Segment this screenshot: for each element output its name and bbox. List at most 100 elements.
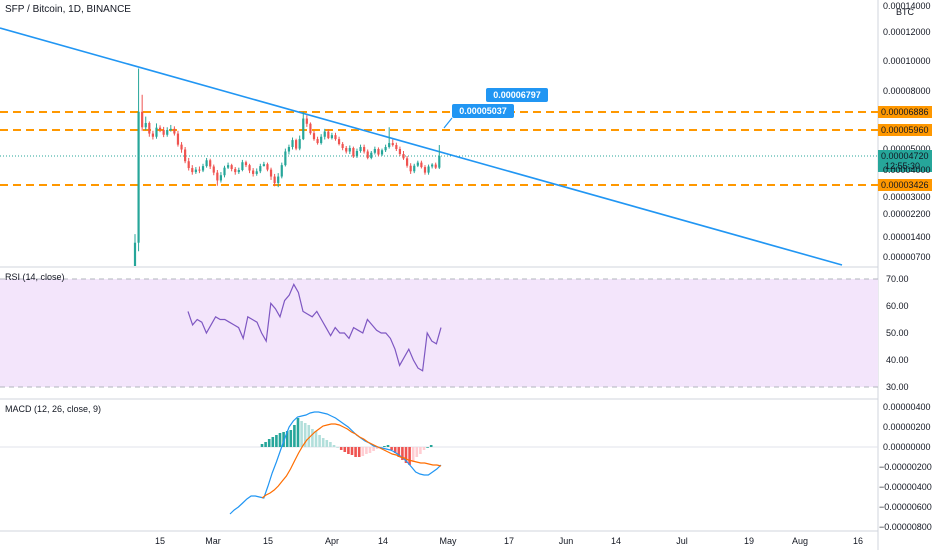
rsi-tick-label: 40.00 [886, 355, 909, 365]
chart-title: SFP / Bitcoin, 1D, BINANCE [5, 4, 131, 15]
candle [337, 139, 341, 145]
macd-tick-label: 0.00000400 [883, 402, 931, 412]
price-tick-label: 0.00004000 [883, 165, 931, 175]
price-tick-label: 0.00008000 [883, 86, 931, 96]
candle [302, 118, 305, 140]
candle [176, 133, 180, 145]
candle [348, 148, 351, 152]
rsi-pane [0, 278, 878, 388]
last-price-label: 0.00004720 [881, 151, 929, 161]
candle [416, 162, 419, 166]
candle [380, 150, 384, 155]
macd-histogram-bar [343, 447, 347, 452]
rsi-title: RSI (14, close) [5, 272, 65, 282]
macd-histogram-bar [336, 447, 339, 448]
level-price-label-bg [878, 106, 932, 118]
macd-histogram-bar [383, 446, 386, 447]
candle [241, 162, 244, 170]
price-tick-label: 0.00012000 [883, 27, 931, 37]
candle [248, 165, 251, 171]
macd-tick-label: 0.00000200 [883, 422, 931, 432]
macd-histogram-bar [314, 431, 318, 447]
candle [366, 151, 369, 158]
macd-tick-label: −0.00000600 [879, 502, 932, 512]
candle [427, 166, 430, 173]
candle [252, 170, 255, 174]
candle [334, 135, 337, 140]
macd-histogram-bar [404, 447, 408, 463]
macd-histogram-bar [271, 437, 275, 447]
candle [438, 156, 441, 168]
macd-histogram-bar [365, 447, 368, 454]
candle [191, 168, 194, 173]
macd-histogram-bar [393, 447, 397, 453]
macd-histogram-bar [408, 447, 411, 465]
candle [384, 147, 387, 151]
candle [166, 130, 169, 135]
candle [259, 166, 262, 172]
macd-histogram-bar [267, 439, 271, 447]
macd-histogram-bar [422, 447, 426, 450]
signal-line [261, 423, 442, 499]
macd-histogram-bar [339, 447, 343, 450]
time-tick-label: May [439, 536, 457, 546]
macd-histogram-bar [285, 431, 289, 447]
candle [169, 128, 172, 130]
candle [295, 140, 298, 149]
candle [162, 130, 165, 135]
macd-histogram-bar [347, 447, 350, 454]
macd-title: MACD (12, 26, close, 9) [5, 404, 102, 414]
candle [323, 131, 326, 137]
level-price-label: 0.00003426 [881, 180, 929, 190]
callout-text: 0.00005037 [459, 106, 507, 116]
candle [155, 127, 158, 137]
macd-histogram-bar [318, 435, 321, 447]
trendline [0, 27, 843, 266]
candle [244, 162, 248, 166]
candle [237, 170, 240, 173]
macd-histogram-bar [429, 445, 433, 447]
candle [223, 167, 226, 176]
candle [327, 131, 330, 139]
macd-histogram-bar [303, 423, 307, 447]
level-price-label: 0.00005960 [881, 125, 929, 135]
macd-histogram-bar [386, 445, 390, 447]
level-price-label: 0.00006886 [881, 107, 929, 117]
candle [341, 144, 344, 149]
candle [255, 171, 258, 174]
macd-histogram-bar [282, 432, 285, 447]
time-tick-label: 17 [504, 536, 514, 546]
rsi-tick-label: 50.00 [886, 328, 909, 338]
time-tick-label: Apr [325, 536, 339, 546]
price-tick-label: 0.00000700 [883, 252, 931, 262]
macd-histogram-bar [260, 444, 264, 447]
candle [158, 127, 162, 130]
candle [287, 147, 291, 152]
candle [230, 165, 233, 170]
candle [144, 123, 147, 128]
candle [262, 164, 265, 167]
macd-histogram-bar [321, 438, 325, 447]
callout-box [486, 88, 548, 102]
macd-histogram-bar [350, 447, 354, 455]
candle [216, 172, 219, 181]
candle [409, 165, 412, 172]
time-tick-label: 14 [611, 536, 621, 546]
candle [398, 149, 402, 154]
macd-histogram-bar [300, 421, 303, 447]
macd-histogram-bar [372, 447, 375, 451]
callout-pointer [443, 117, 453, 129]
candle [373, 149, 376, 153]
macd-tick-label: −0.00000800 [879, 522, 932, 532]
rsi-tick-label: 60.00 [886, 301, 909, 311]
time-tick-label: Aug [792, 536, 808, 546]
candle [352, 148, 355, 157]
candle [184, 149, 187, 162]
rsi-line [187, 283, 442, 372]
price-tick-label: 0.00010000 [883, 56, 931, 66]
candle [137, 111, 140, 243]
candle [212, 166, 215, 173]
candle [148, 123, 151, 134]
macd-histogram-bar [329, 442, 332, 447]
price-pane: 0.00006797 0.00005037 [0, 27, 878, 266]
